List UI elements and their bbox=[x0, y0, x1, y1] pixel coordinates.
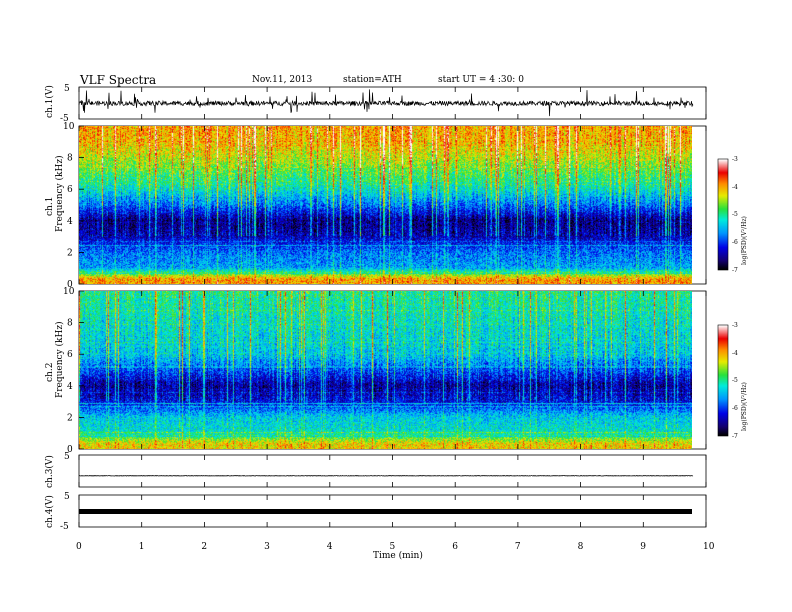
ch4-ytick-5: 5 bbox=[64, 492, 70, 502]
ch4-waveform-ylabel: ch.4(V) bbox=[44, 495, 55, 528]
cbar1-tick-label: -7 bbox=[732, 267, 738, 274]
ch1-spectrogram-ylabel: Frequency (kHz) bbox=[54, 155, 65, 232]
cbar1-tick-label: -5 bbox=[732, 211, 738, 218]
x-tick-label: 2 bbox=[201, 542, 207, 552]
ch4-waveform-band bbox=[79, 509, 692, 514]
ch1-spectrogram-image-holder bbox=[79, 126, 692, 284]
ch1-colorbar bbox=[718, 159, 728, 270]
ch2-colorbar-ticks: -3 -4 -5 -6 -7 bbox=[732, 322, 738, 440]
x-tick-label: 1 bbox=[139, 542, 145, 552]
ch1-spectrogram-ytick-label: 0 bbox=[67, 280, 73, 290]
cbar2-tick-label: -5 bbox=[732, 377, 738, 384]
start-ut-label: start UT = 4 :30: 0 bbox=[438, 75, 524, 85]
ch2-spectrogram-yaxis: 0 2 4 6 8 10 bbox=[63, 287, 84, 455]
ch1-ytick-5: 5 bbox=[64, 84, 70, 94]
ch4-waveform-yaxis: 5 -5 ch.4(V) bbox=[44, 492, 70, 532]
x-tick-label: 6 bbox=[452, 542, 458, 552]
ch1-spectrogram-ytick-label: 10 bbox=[63, 122, 75, 132]
ch2-colorbar bbox=[718, 325, 728, 436]
ch1-waveform-yaxis: 5 -5 ch.1(V) bbox=[44, 84, 70, 124]
cbar1-tick-label: -3 bbox=[732, 156, 738, 163]
x-tick-label: 0 bbox=[76, 542, 82, 552]
ch3-waveform-yaxis: 5 ch.3(V) bbox=[44, 452, 70, 488]
ch1-waveform-line bbox=[78, 89, 694, 117]
ch2-spectrogram-ytick-label: 2 bbox=[67, 413, 73, 423]
date-label: Nov.11, 2013 bbox=[252, 75, 313, 85]
ch1-colorbar-ticks: -3 -4 -5 -6 -7 bbox=[732, 156, 738, 274]
ch2-spectrogram-ytick-label: 10 bbox=[63, 287, 75, 297]
x-axis: 0 1 2 3 4 5 6 7 8 9 10 bbox=[76, 87, 715, 552]
x-tick-label: 10 bbox=[703, 542, 715, 552]
ch1-spectrogram-ytick-label: 2 bbox=[67, 248, 73, 258]
ch1-spectrogram-ytick-label: 8 bbox=[67, 154, 73, 164]
cbar2-tick-label: -4 bbox=[732, 350, 738, 357]
ch1-ytick-minus5: -5 bbox=[60, 114, 69, 124]
ch2-spectrogram-ylabel: Frequency (kHz) bbox=[54, 321, 65, 398]
ch2-spectrogram-ytick-label: 8 bbox=[67, 319, 73, 329]
ch1-spectrogram-image bbox=[79, 126, 692, 284]
ch1-spectrogram-ytick-label: 4 bbox=[67, 217, 73, 227]
ch2-colorbar-label: log(PSD)(V²/Hz) bbox=[741, 382, 748, 431]
ch1-waveform-ylabel: ch.1(V) bbox=[44, 85, 55, 118]
x-tick-label: 5 bbox=[390, 542, 396, 552]
ch1-colorbar-holder bbox=[718, 159, 728, 270]
ch2-spectrogram-ytick-label: 6 bbox=[67, 350, 73, 360]
x-tick-label: 4 bbox=[327, 542, 333, 552]
ch3-waveform-ylabel: ch.3(V) bbox=[44, 455, 55, 488]
ch2-colorbar-holder bbox=[718, 325, 728, 436]
ch2-colorbar-frame bbox=[717, 324, 729, 437]
ch1-spectrogram-yaxis: 0 2 4 6 8 10 bbox=[63, 122, 84, 290]
x-axis-label: Time (min) bbox=[373, 550, 423, 561]
ch2-spectrogram-image-holder bbox=[79, 291, 692, 449]
ch1-spectrogram-ytick-label: 6 bbox=[67, 185, 73, 195]
figure-title: VLF Spectra bbox=[79, 73, 156, 87]
cbar2-tick-label: -6 bbox=[732, 405, 738, 412]
ch2-spectrogram-ytick-label: 4 bbox=[67, 382, 73, 392]
x-tick-label: 9 bbox=[640, 542, 646, 552]
station-label: station=ATH bbox=[343, 75, 402, 85]
ch4-ytick-minus5: -5 bbox=[60, 522, 69, 532]
x-tick-label: 8 bbox=[578, 542, 584, 552]
ch2-spectrogram-image bbox=[79, 291, 692, 449]
cbar2-tick-label: -7 bbox=[732, 433, 738, 440]
ch1-spectrogram-channel-label: ch.1 bbox=[45, 197, 55, 216]
ch3-ytick-5: 5 bbox=[64, 452, 70, 462]
x-tick-label: 7 bbox=[515, 542, 521, 552]
cbar2-tick-label: -3 bbox=[732, 322, 738, 329]
cbar1-tick-label: -4 bbox=[732, 184, 738, 191]
ch1-colorbar-label: log(PSD)(V²/Hz) bbox=[741, 216, 748, 265]
ch2-spectrogram-channel-label: ch.2 bbox=[45, 363, 55, 382]
ch2-spectrogram-ytick-label: 0 bbox=[67, 445, 73, 455]
ch1-colorbar-frame bbox=[717, 158, 729, 271]
x-tick-label: 3 bbox=[264, 542, 270, 552]
cbar1-tick-label: -6 bbox=[732, 239, 738, 246]
